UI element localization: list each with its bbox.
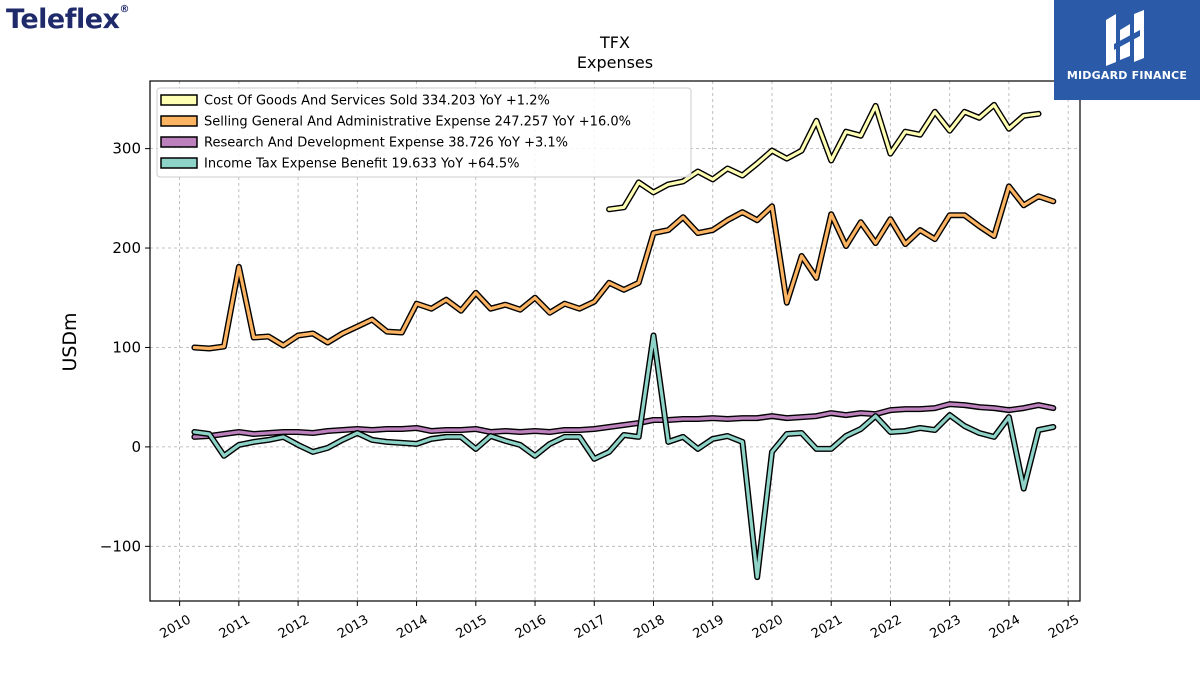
legend-swatch-3 <box>160 157 198 169</box>
legend-entry-2: Research And Development Expense 38.726 … <box>204 136 568 151</box>
x-tick-label: 2010 <box>157 612 193 642</box>
y-tick-label: −100 <box>100 537 141 555</box>
x-tick-label: 2025 <box>1046 612 1082 642</box>
x-tick-label: 2015 <box>454 612 490 642</box>
legend-entry-1: Selling General And Administrative Expen… <box>204 115 631 130</box>
x-tick-label: 2016 <box>513 612 549 642</box>
midgard-logo-icon <box>1106 10 1144 66</box>
plot-frame <box>149 80 1081 602</box>
chart-subtitle: Expenses <box>577 53 653 72</box>
y-axis-ticks: −100 0 100 200 300 <box>100 140 150 555</box>
legend-swatch-0 <box>160 94 198 106</box>
legend-box <box>156 87 692 178</box>
chart-title: TFX <box>599 33 630 52</box>
series-line-3 <box>192 333 1055 579</box>
series-lines <box>191 101 1057 581</box>
x-tick-label: 2011 <box>217 612 253 642</box>
series-line-1 <box>192 184 1055 351</box>
x-tick-label: 2018 <box>631 612 667 642</box>
x-tick-label: 2020 <box>750 612 786 642</box>
badge-text: MIDGARD FINANCE <box>1066 69 1188 82</box>
x-axis-ticks: 2010 2011 2012 2013 2014 2015 2016 2017 2018 2019… <box>157 601 1082 642</box>
x-tick-label: 2022 <box>868 612 904 642</box>
x-tick-label: 2014 <box>394 612 430 642</box>
x-tick-label: 2012 <box>276 612 312 642</box>
series-line-0 <box>607 103 1041 211</box>
legend-swatch-1 <box>160 115 198 127</box>
midgard-finance-badge: MIDGARD FINANCE <box>1054 0 1200 100</box>
legend: Cost Of Goods And Services Sold 334.203 … <box>156 87 692 178</box>
x-tick-label: 2017 <box>572 612 608 642</box>
x-tick-label: 2021 <box>809 612 845 642</box>
x-tick-label: 2023 <box>928 612 964 642</box>
teleflex-logo: Teleflex® <box>6 4 129 35</box>
y-axis-label: USDm <box>59 312 81 371</box>
legend-swatch-2 <box>160 136 198 148</box>
y-tick-label: 300 <box>112 140 141 158</box>
legend-entry-3: Income Tax Expense Benefit 19.633 YoY +6… <box>204 157 519 172</box>
x-tick-label: 2013 <box>335 612 371 642</box>
legend-entry-0: Cost Of Goods And Services Sold 334.203 … <box>204 94 550 109</box>
series-line-2 <box>192 402 1055 439</box>
x-tick-label: 2024 <box>987 612 1023 642</box>
x-tick-label: 2019 <box>691 612 727 642</box>
y-tick-label: 200 <box>112 239 141 257</box>
y-tick-label: 0 <box>131 438 141 456</box>
y-tick-label: 100 <box>112 338 141 356</box>
teleflex-logo-text: Teleflex <box>6 4 120 35</box>
